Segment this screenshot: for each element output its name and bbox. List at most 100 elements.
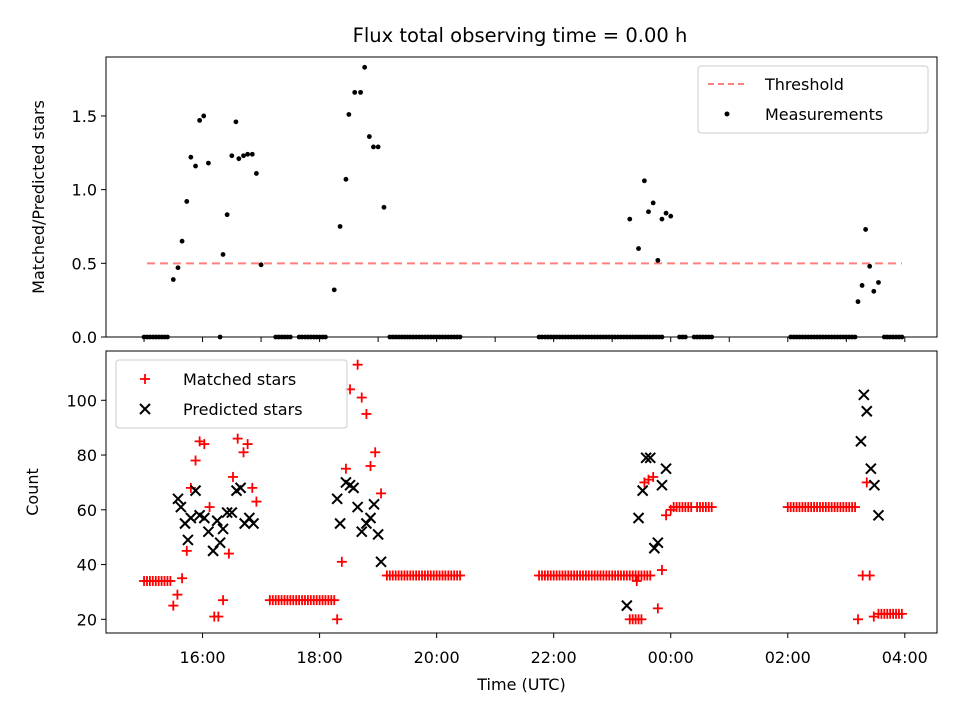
x-axis-label: Time (UTC)	[476, 675, 565, 694]
bottom-y-tick-label: 100	[66, 391, 97, 410]
top-y-ticks: 0.0 0.5 1.0 1.5	[72, 107, 106, 347]
predicted-star-point	[364, 512, 377, 524]
bottom-y-axis-label: Count	[23, 468, 42, 516]
predicted-star-point	[872, 509, 885, 521]
measurement-point	[236, 156, 242, 162]
bottom-x-tick-label: 22:00	[531, 648, 577, 667]
bottom-x-tick-label: 16:00	[180, 648, 226, 667]
measurement-point	[193, 163, 198, 169]
matched-star-point	[852, 614, 863, 625]
top-y-tick-label: 1.5	[72, 107, 97, 126]
bottom-x-tick-label: 02:00	[765, 648, 811, 667]
measurement-point	[184, 199, 190, 204]
predicted-star-point	[347, 482, 360, 494]
predicted-star-point	[660, 463, 672, 475]
predicted-star-point	[648, 542, 661, 554]
bottom-y-tick-label: 40	[77, 556, 97, 575]
matched-star-point	[864, 570, 875, 581]
matched-star-point	[213, 611, 224, 622]
measurement-point	[233, 119, 239, 125]
bottom-legend-box	[115, 359, 348, 429]
matched-star-point	[645, 570, 656, 581]
measurement-point	[179, 238, 185, 244]
measurement-point	[375, 144, 381, 150]
measurement-point	[352, 89, 358, 95]
top-y-tick-label: 1.0	[72, 181, 97, 200]
matched-star-point	[661, 510, 672, 521]
predicted-star-point	[185, 512, 197, 524]
bottom-y-tick-label: 80	[77, 446, 97, 465]
measurement-point	[663, 210, 669, 216]
top-legend: Threshold Measurements	[697, 65, 929, 134]
predicted-star-point	[621, 599, 633, 612]
measurement-point	[867, 263, 873, 269]
matched-star-point	[168, 600, 179, 611]
predicted-star-point	[858, 389, 870, 401]
predicted-star-point	[351, 501, 364, 513]
matched-star-point	[648, 471, 659, 482]
measurement-point	[258, 262, 264, 268]
predicted-star-point	[855, 435, 867, 448]
measurement-point	[855, 299, 861, 305]
measurement-point	[206, 160, 211, 166]
legend-predicted-label: Predicted stars	[183, 400, 303, 419]
measurement-point	[668, 213, 674, 219]
predicted-star-point	[865, 463, 877, 475]
measurement-point	[371, 144, 376, 150]
predicted-star-point	[644, 452, 656, 464]
predicted-star-point	[182, 534, 194, 546]
matched-star-point	[896, 608, 907, 619]
bottom-plot: 20 40 60 80 100 16:00 18:00 20:00 22:00 00:00 02:…	[23, 350, 938, 694]
bottom-x-ticks: 16:00 18:00 20:00 22:00 00:00 02:00 04:00	[180, 633, 928, 667]
matched-star-point	[336, 556, 347, 567]
matched-star-point	[204, 502, 215, 513]
matched-star-point	[172, 589, 183, 600]
predicted-star-point	[226, 506, 238, 519]
matched-star-point	[365, 460, 376, 471]
matched-star-point	[652, 603, 663, 614]
bottom-x-tick-label: 20:00	[414, 648, 460, 667]
bottom-plot-frame	[105, 350, 938, 634]
measurement-point	[859, 283, 865, 288]
measurement-point	[641, 178, 647, 184]
measurement-point	[650, 200, 656, 206]
bottom-y-tick-label: 20	[77, 610, 97, 629]
measurement-point	[659, 216, 665, 222]
measurement-point	[871, 288, 877, 294]
matched-star-point	[199, 439, 210, 450]
matched-star-point	[850, 502, 861, 513]
matched-star-point	[181, 545, 192, 556]
top-plot: 0.0 0.5 1.0 1.5 Matched/Predicted stars Thr…	[29, 56, 938, 347]
measurement-point	[197, 117, 203, 123]
legend-matched-label: Matched stars	[183, 370, 296, 389]
measurement-point	[201, 113, 207, 119]
chart-title: Flux total observing time = 0.00 h	[353, 24, 688, 47]
legend-matched-swatch	[140, 374, 150, 384]
matched-star-point	[238, 447, 249, 458]
matched-star-point	[631, 575, 642, 586]
measurement-point	[170, 277, 176, 282]
predicted-star-point	[211, 515, 223, 527]
matched-star-point	[361, 408, 372, 419]
matched-star-point	[190, 455, 201, 466]
matched-star-point	[177, 573, 188, 584]
predicted-star-point	[189, 484, 202, 497]
predicted-star-point	[221, 506, 233, 519]
matched-star-point	[352, 359, 363, 370]
measurement-point	[241, 153, 246, 159]
matched-star-point	[455, 570, 466, 581]
matched-star-point	[861, 477, 872, 488]
measurement-point	[220, 252, 226, 257]
measurement-point	[627, 216, 633, 222]
measurement-point	[224, 212, 230, 218]
measurement-point	[331, 287, 337, 293]
measurement-point	[863, 227, 869, 232]
predicted-star-point	[368, 498, 380, 511]
bottom-x-tick-label: 18:00	[297, 648, 343, 667]
predicted-star-point	[234, 482, 247, 494]
measurement-point	[362, 64, 368, 70]
predicted-star-point	[636, 484, 649, 497]
matched-star-point	[340, 463, 351, 474]
matched-star-point	[636, 614, 647, 625]
